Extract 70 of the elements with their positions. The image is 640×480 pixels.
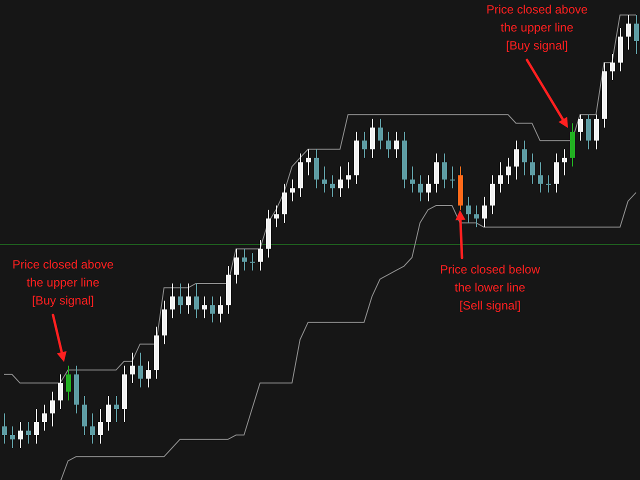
candlestick <box>178 282 183 314</box>
candlestick <box>538 162 543 194</box>
candlestick <box>626 14 631 50</box>
candlestick <box>306 148 311 176</box>
candlestick <box>634 14 639 54</box>
candlestick <box>282 183 287 224</box>
candlestick <box>346 162 351 189</box>
candlestick <box>290 179 295 202</box>
candlestick <box>314 148 319 189</box>
candlestick <box>378 118 383 150</box>
candlestick <box>202 296 207 319</box>
candlestick <box>50 391 55 427</box>
candlestick <box>466 196 471 224</box>
candlestick <box>242 248 247 271</box>
candlestick <box>442 153 447 189</box>
candlestick <box>546 174 551 194</box>
candlestick <box>610 53 615 80</box>
candlestick <box>370 118 375 158</box>
candlestick <box>146 360 151 388</box>
candlestick <box>42 404 47 432</box>
candlestick <box>522 140 527 176</box>
candlestick <box>418 174 423 202</box>
candlestick <box>426 174 431 202</box>
candlestick <box>274 205 279 228</box>
candlestick <box>210 296 215 323</box>
candlestick <box>82 396 87 436</box>
candlestick <box>474 205 479 228</box>
candlestick <box>498 162 503 194</box>
candlestick <box>130 352 135 384</box>
annotation: Price closed above the upper line [Buy signal] <box>486 2 588 52</box>
candlestick <box>434 153 439 194</box>
candlestick <box>386 131 391 158</box>
candlestick <box>394 131 399 158</box>
candlestick <box>114 396 119 423</box>
candlestick <box>106 396 111 432</box>
candlestick <box>138 352 143 388</box>
candlestick <box>66 365 71 401</box>
candlestick <box>2 412 7 444</box>
candlestick <box>58 374 63 410</box>
candlestick <box>514 140 519 180</box>
candlestick <box>170 282 175 319</box>
candlestick <box>338 166 343 198</box>
candlestick <box>258 240 263 271</box>
candlestick <box>490 174 495 215</box>
candlestick <box>98 408 103 444</box>
candlestick <box>330 174 335 198</box>
candlestick <box>482 196 487 228</box>
candlestick <box>586 114 591 150</box>
candlestick <box>450 166 455 189</box>
candlestick <box>234 248 239 284</box>
candlestick <box>186 282 191 314</box>
candlestick <box>594 114 599 150</box>
candlestick <box>506 157 511 184</box>
candlestick <box>554 153 559 194</box>
candlestick <box>26 422 31 444</box>
candlestick <box>18 422 23 448</box>
candlestick <box>322 166 327 194</box>
candlestick <box>218 296 223 323</box>
candlestick <box>194 282 199 319</box>
annotation: Price closed below the lower line [Sell signal] <box>440 262 540 312</box>
annotation: Price closed above the upper line [Buy signal] <box>12 257 114 308</box>
candlestick <box>34 408 39 444</box>
candlestick <box>410 166 415 194</box>
candlestick <box>90 412 95 444</box>
candlestick <box>578 114 583 142</box>
candlestick <box>530 153 535 184</box>
candlestick <box>362 131 367 158</box>
candlestick <box>562 148 567 176</box>
candlestick <box>250 252 255 271</box>
candlestick <box>10 426 15 448</box>
